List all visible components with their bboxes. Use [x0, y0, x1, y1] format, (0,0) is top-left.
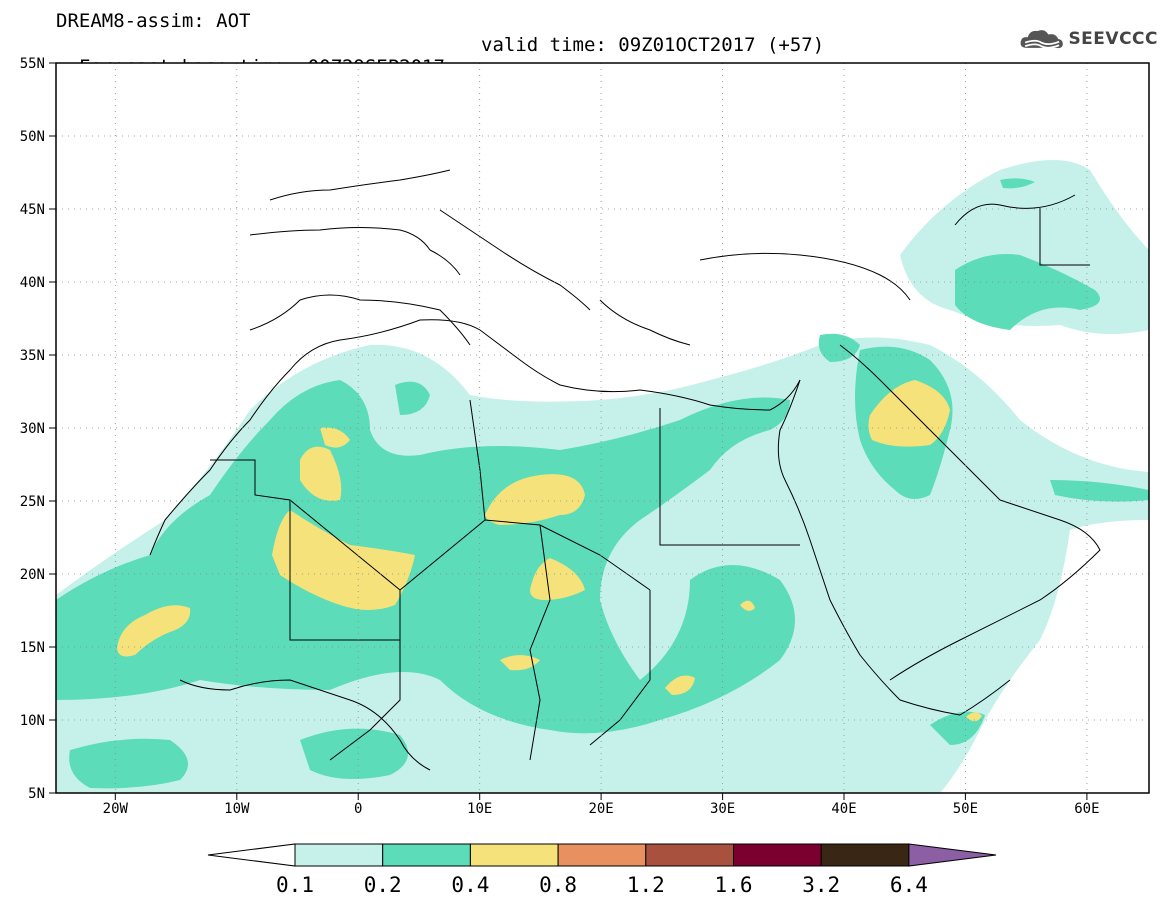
country-boundaries — [149, 169, 1101, 771]
lon-tick-label: 10W — [224, 801, 250, 817]
colorbar-underflow-triangle — [207, 843, 296, 867]
aot-shading-0.2-0.4 — [56, 178, 1149, 789]
cloud-icon — [1020, 30, 1063, 49]
lon-tick-label: 40E — [831, 801, 856, 817]
lat-tick-label: 30N — [20, 421, 45, 437]
colorbar-labels: 0.1 0.2 0.4 0.8 1.2 1.6 3.2 6.4 — [276, 873, 928, 897]
colorbar-label: 0.8 — [539, 873, 577, 897]
lat-tick-labels: 55N 50N 45N 40N 35N 30N 25N 20N 15N 10N … — [20, 56, 45, 802]
colorbar-label: 1.2 — [627, 873, 665, 897]
map-title: DREAM8-assim: AOT — [56, 10, 251, 32]
valid-time: valid time: 09Z01OCT2017 (+57) — [481, 34, 825, 56]
lat-tick-label: 45N — [20, 202, 45, 218]
lat-tick-label: 10N — [20, 713, 45, 729]
colorbar-swatch — [733, 843, 822, 867]
logo: SEEVCCC — [1018, 24, 1158, 54]
lat-tick-label: 50N — [20, 129, 45, 145]
lat-tick-label: 35N — [20, 348, 45, 364]
lon-tick-label: 50E — [953, 801, 978, 817]
lon-tick-label: 10E — [467, 801, 492, 817]
lon-tick-labels: 20W 10W 0 10E 20E 30E 40E 50E 60E — [103, 801, 1100, 817]
colorbar-swatch — [820, 843, 910, 867]
logo-text: SEEVCCC — [1068, 29, 1158, 49]
colorbar-swatch — [557, 843, 647, 867]
colorbar-swatch — [645, 843, 734, 867]
colorbar-label: 0.4 — [451, 873, 489, 897]
colorbar-swatch — [469, 843, 559, 867]
lat-tick-label: 25N — [20, 494, 45, 510]
lat-tick-label: 55N — [20, 56, 45, 72]
lon-tick-label: 20E — [588, 801, 613, 817]
colorbar-label: 1.6 — [715, 873, 753, 897]
colorbar-swatch — [294, 843, 384, 867]
colorbar-label: 6.4 — [890, 873, 928, 897]
lat-tick-label: 40N — [20, 275, 45, 291]
colorbar-overflow-triangle — [908, 843, 997, 867]
map-grid — [56, 63, 1149, 793]
colorbar-label: 3.2 — [802, 873, 840, 897]
lat-tick-label: 5N — [28, 786, 45, 802]
axis-ticks — [49, 62, 1088, 800]
lon-tick-label: 60E — [1074, 801, 1099, 817]
lon-tick-label: 30E — [710, 801, 735, 817]
lat-tick-label: 20N — [20, 567, 45, 583]
colorbar-label: 0.2 — [364, 873, 402, 897]
colorbar-label: 0.1 — [276, 873, 314, 897]
lon-tick-label: 20W — [103, 801, 129, 817]
lon-tick-label: 0 — [354, 801, 362, 817]
lat-tick-label: 15N — [20, 640, 45, 656]
colorbar-swatch — [382, 843, 471, 867]
colorbar — [207, 843, 997, 867]
